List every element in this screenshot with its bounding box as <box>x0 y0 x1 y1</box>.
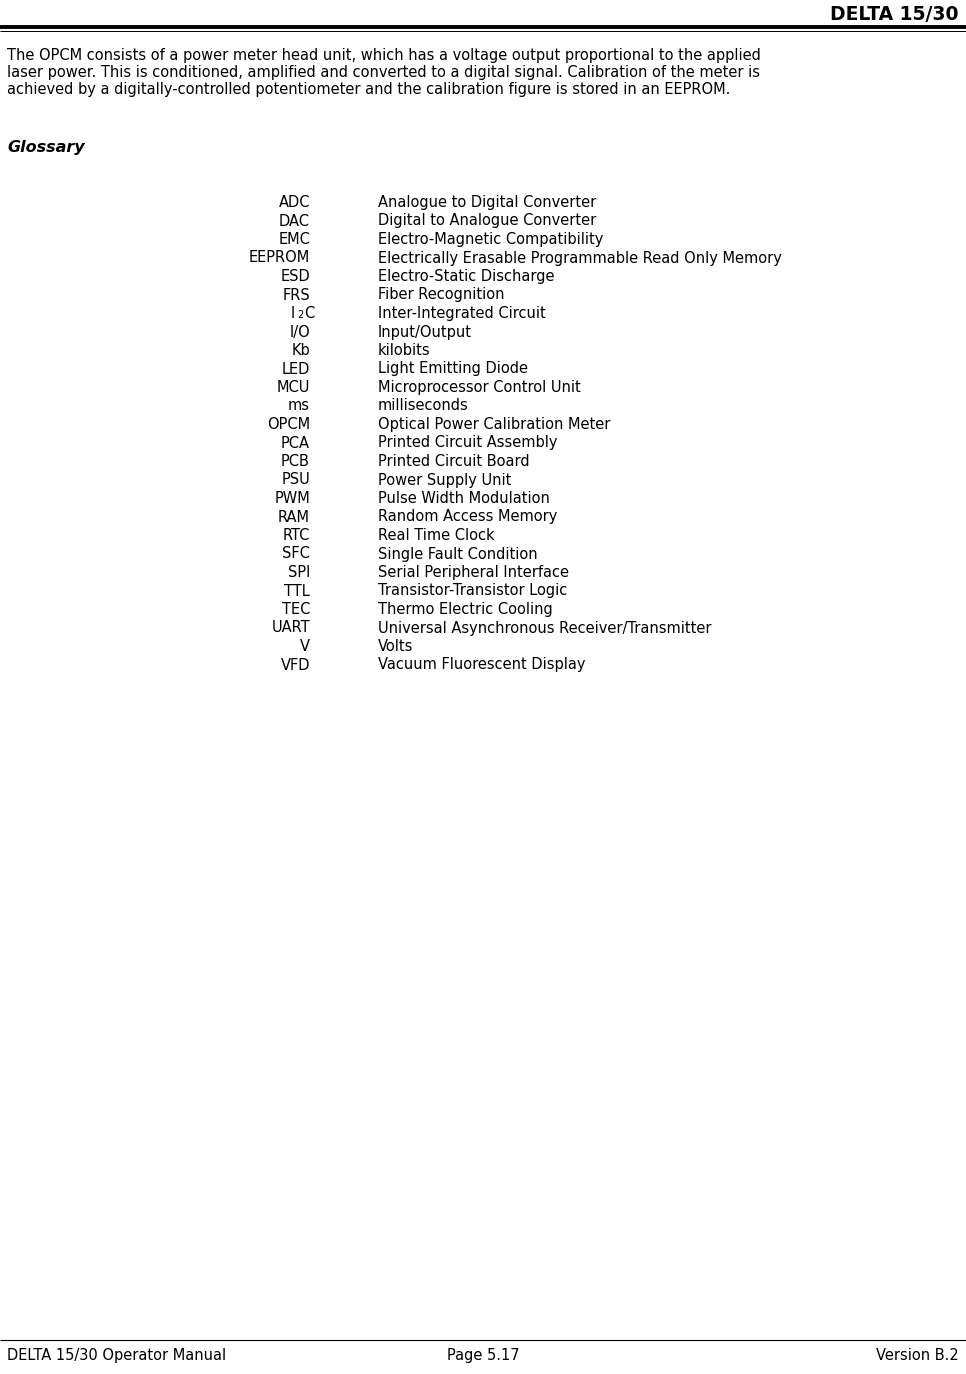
Text: SPI: SPI <box>288 565 310 580</box>
Text: EEPROM: EEPROM <box>249 250 310 265</box>
Text: ms: ms <box>288 398 310 414</box>
Text: Glossary: Glossary <box>7 140 85 155</box>
Text: DELTA 15/30: DELTA 15/30 <box>830 5 958 23</box>
Text: RTC: RTC <box>283 528 310 543</box>
Text: Kb: Kb <box>292 344 310 359</box>
Text: Vacuum Fluorescent Display: Vacuum Fluorescent Display <box>378 658 585 672</box>
Text: PSU: PSU <box>281 473 310 488</box>
Text: Electro-Magnetic Compatibility: Electro-Magnetic Compatibility <box>378 232 604 247</box>
Text: Light Emitting Diode: Light Emitting Diode <box>378 361 528 376</box>
Text: Real Time Clock: Real Time Clock <box>378 528 495 543</box>
Text: The OPCM consists of a power meter head unit, which has a voltage output proport: The OPCM consists of a power meter head … <box>7 48 761 63</box>
Text: Fiber Recognition: Fiber Recognition <box>378 287 504 302</box>
Text: Analogue to Digital Converter: Analogue to Digital Converter <box>378 195 596 210</box>
Text: Printed Circuit Assembly: Printed Circuit Assembly <box>378 436 557 451</box>
Text: C: C <box>304 306 314 322</box>
Text: Printed Circuit Board: Printed Circuit Board <box>378 453 529 469</box>
Text: OPCM: OPCM <box>267 416 310 431</box>
Text: ADC: ADC <box>278 195 310 210</box>
Text: achieved by a digitally-controlled potentiometer and the calibration figure is s: achieved by a digitally-controlled poten… <box>7 82 730 98</box>
Text: DELTA 15/30 Operator Manual: DELTA 15/30 Operator Manual <box>7 1348 226 1363</box>
Text: ESD: ESD <box>280 269 310 284</box>
Text: PWM: PWM <box>274 491 310 506</box>
Text: PCA: PCA <box>281 436 310 451</box>
Text: Version B.2: Version B.2 <box>876 1348 959 1363</box>
Text: Microprocessor Control Unit: Microprocessor Control Unit <box>378 381 581 394</box>
Text: I: I <box>291 306 296 322</box>
Text: TEC: TEC <box>282 602 310 617</box>
Text: Digital to Analogue Converter: Digital to Analogue Converter <box>378 213 596 228</box>
Text: EMC: EMC <box>278 232 310 247</box>
Text: Power Supply Unit: Power Supply Unit <box>378 473 511 488</box>
Text: laser power. This is conditioned, amplified and converted to a digital signal. C: laser power. This is conditioned, amplif… <box>7 65 760 80</box>
Text: MCU: MCU <box>276 381 310 394</box>
Text: V: V <box>300 639 310 654</box>
Text: Optical Power Calibration Meter: Optical Power Calibration Meter <box>378 416 611 431</box>
Text: Universal Asynchronous Receiver/Transmitter: Universal Asynchronous Receiver/Transmit… <box>378 621 712 636</box>
Text: FRS: FRS <box>282 287 310 302</box>
Text: DAC: DAC <box>279 213 310 228</box>
Text: kilobits: kilobits <box>378 344 431 359</box>
Text: Single Fault Condition: Single Fault Condition <box>378 547 538 562</box>
Text: UART: UART <box>271 621 310 636</box>
Text: Thermo Electric Cooling: Thermo Electric Cooling <box>378 602 553 617</box>
Text: 2: 2 <box>297 311 303 320</box>
Text: Electrically Erasable Programmable Read Only Memory: Electrically Erasable Programmable Read … <box>378 250 781 265</box>
Text: Random Access Memory: Random Access Memory <box>378 510 557 525</box>
Text: Inter-Integrated Circuit: Inter-Integrated Circuit <box>378 306 546 322</box>
Text: VFD: VFD <box>280 658 310 672</box>
Text: Page 5.17: Page 5.17 <box>446 1348 520 1363</box>
Text: Transistor-Transistor Logic: Transistor-Transistor Logic <box>378 584 567 599</box>
Text: PCB: PCB <box>281 453 310 469</box>
Text: LED: LED <box>282 361 310 376</box>
Text: I/O: I/O <box>289 324 310 339</box>
Text: SFC: SFC <box>282 547 310 562</box>
Text: milliseconds: milliseconds <box>378 398 469 414</box>
Text: RAM: RAM <box>278 510 310 525</box>
Text: TTL: TTL <box>284 584 310 599</box>
Text: Volts: Volts <box>378 639 413 654</box>
Text: Input/Output: Input/Output <box>378 324 472 339</box>
Text: Pulse Width Modulation: Pulse Width Modulation <box>378 491 550 506</box>
Text: Serial Peripheral Interface: Serial Peripheral Interface <box>378 565 569 580</box>
Text: Electro-Static Discharge: Electro-Static Discharge <box>378 269 554 284</box>
